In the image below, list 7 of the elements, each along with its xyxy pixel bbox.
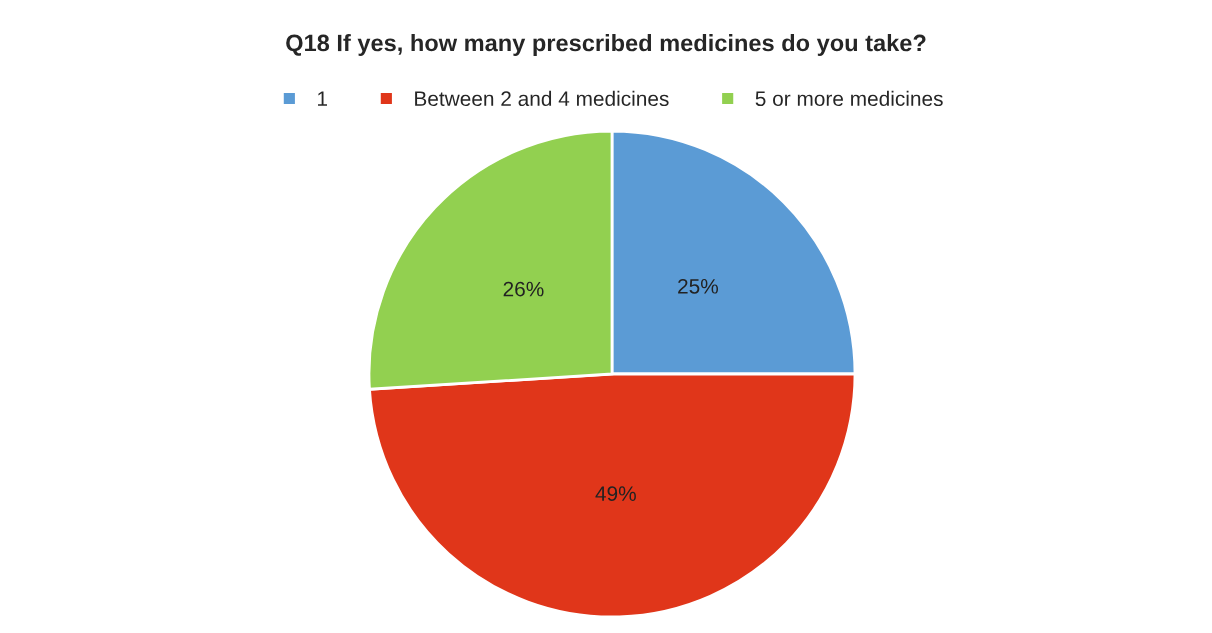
data-label: 25% [678,278,719,294]
legend-label: 5 or more medicines [755,90,943,107]
data-label: 49% [595,486,636,502]
chart-title: Q18 If yes, how many prescribed medicines do you take? [286,34,926,56]
legend-label: 1 [318,91,327,106]
legend-label: Between 2 and 4 medicines [415,90,669,107]
data-label: 26% [503,281,544,297]
